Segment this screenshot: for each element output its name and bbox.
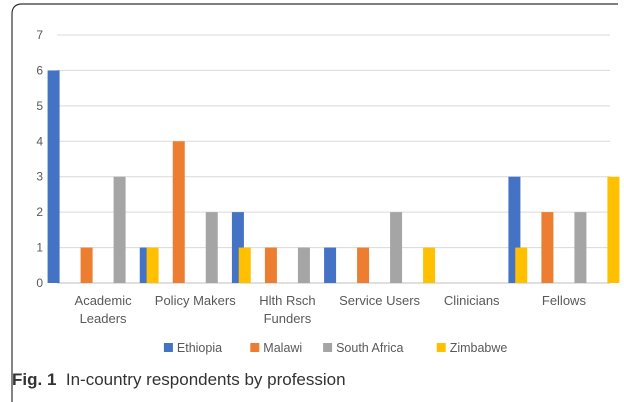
bar-ethiopia [508, 176, 521, 283]
x-category-label: Hlth Rsch [259, 293, 315, 308]
bar-malawi [80, 247, 93, 283]
x-category-label: Policy Makers [155, 293, 236, 308]
y-tick-label: 0 [36, 276, 43, 290]
legend-swatch [323, 343, 333, 352]
legend-label: South Africa [336, 341, 403, 355]
y-tick-label: 5 [36, 99, 43, 113]
bar-zimbabwe [146, 247, 159, 283]
bar-malawi [264, 247, 277, 283]
y-tick-label: 4 [36, 134, 43, 148]
y-tick-label: 3 [36, 170, 43, 184]
bar-south-africa [205, 212, 218, 283]
figure-caption-text: In-country respondents by profession [65, 370, 346, 389]
legend-swatch [250, 343, 260, 352]
y-axis-ticks: 0 1 2 3 4 5 6 7 [36, 28, 43, 290]
bar-malawi [172, 141, 185, 283]
bar-zimbabwe [423, 247, 436, 283]
x-category-label: Funders [264, 311, 312, 326]
bar-south-africa [574, 212, 587, 283]
legend-label: Malawi [263, 341, 302, 355]
x-category-label: Leaders [80, 311, 127, 326]
bar-ethiopia [324, 247, 337, 283]
x-category-label: Service Users [339, 293, 420, 308]
bar-zimbabwe [238, 247, 251, 283]
gridlines [57, 34, 610, 284]
bar-malawi [357, 247, 370, 283]
bars [47, 70, 620, 283]
y-tick-label: 7 [36, 28, 43, 42]
x-category-label: Academic [75, 293, 133, 308]
legend: Ethiopia Malawi South Africa Zimbabwe [163, 341, 508, 355]
x-axis-categories: Academic Leaders Policy Makers Hlth Rsch Fun… [75, 293, 587, 326]
bar-zimbabwe [515, 247, 528, 283]
bar-south-africa [297, 247, 310, 283]
legend-label: Zimbabwe [450, 341, 508, 355]
bar-malawi [541, 212, 554, 283]
legend-label: Ethiopia [177, 341, 222, 355]
bar-south-africa [113, 176, 126, 283]
x-category-label: Fellows [542, 293, 587, 308]
x-category-label: Clinicians [444, 293, 500, 308]
y-tick-label: 1 [36, 241, 43, 255]
figure-caption: Fig. 1 In-country respondents by profess… [12, 370, 346, 390]
legend-swatch [436, 343, 446, 352]
y-tick-label: 6 [36, 63, 43, 77]
bar-south-africa [390, 212, 403, 283]
y-tick-label: 2 [36, 205, 43, 219]
figure-label: Fig. 1 [12, 370, 57, 389]
bar-zimbabwe [607, 176, 620, 283]
legend-swatch [163, 343, 173, 352]
bar-ethiopia [47, 70, 60, 283]
